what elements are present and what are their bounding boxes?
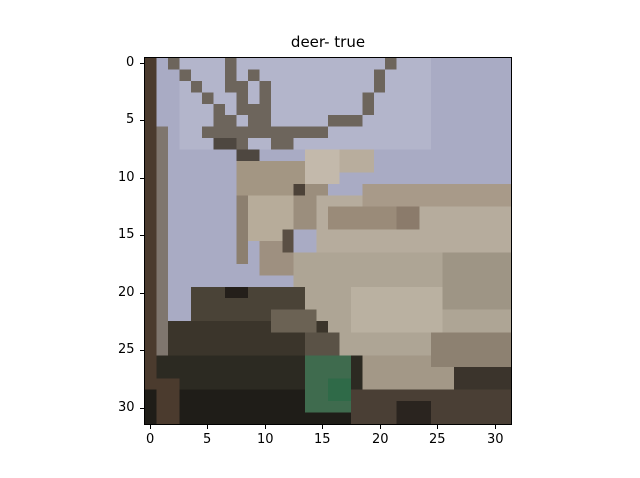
pixel-image-svg [145, 58, 511, 424]
x-tick-mark [150, 425, 151, 429]
plot-title: deer- true [290, 33, 366, 51]
foreground [145, 286, 511, 424]
x-tick-label: 5 [203, 432, 212, 447]
x-tick-label: 10 [257, 432, 274, 447]
left-edge [145, 58, 157, 424]
x-tick-label: 30 [487, 432, 504, 447]
y-tick-mark [140, 63, 144, 64]
y-tick-label: 15 [118, 227, 135, 242]
x-tick-label: 25 [429, 432, 446, 447]
y-tick-label: 0 [126, 55, 135, 70]
deer-image [144, 57, 512, 425]
y-tick-mark [140, 178, 144, 179]
y-tick-mark [140, 120, 144, 121]
x-tick-mark [322, 425, 323, 429]
x-tick-mark [437, 425, 438, 429]
x-tick-mark [495, 425, 496, 429]
x-tick-label: 0 [146, 432, 155, 447]
y-tick-mark [140, 408, 144, 409]
antlers [167, 58, 397, 161]
y-tick-label: 25 [118, 342, 135, 357]
y-tick-label: 20 [118, 285, 135, 300]
x-tick-mark [207, 425, 208, 429]
x-tick-mark [380, 425, 381, 429]
y-tick-label: 5 [126, 112, 135, 127]
x-tick-mark [265, 425, 266, 429]
y-tick-label: 30 [118, 400, 135, 415]
y-tick-mark [140, 293, 144, 294]
left-edge-shade [156, 126, 168, 356]
y-tick-mark [140, 350, 144, 351]
x-tick-label: 20 [372, 432, 389, 447]
x-tick-label: 15 [314, 432, 331, 447]
y-tick-label: 10 [118, 170, 135, 185]
deer-head [236, 149, 374, 276]
y-tick-mark [140, 235, 144, 236]
